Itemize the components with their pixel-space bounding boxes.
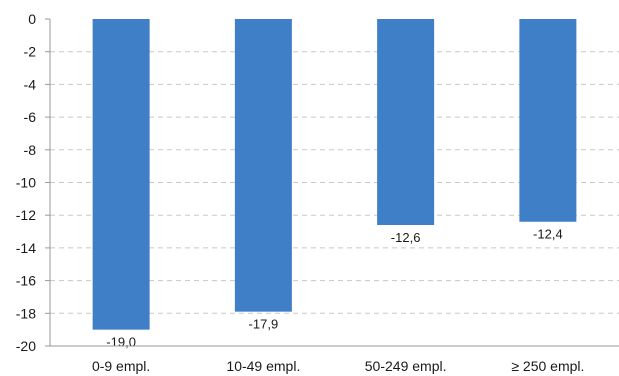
bar (377, 19, 435, 226)
bar (234, 19, 292, 312)
data-label: -17,9 (249, 317, 279, 332)
x-axis-ticks: 0-9 empl. 10-49 empl. 50-249 empl. ≥ 250 em… (92, 358, 584, 374)
y-tick-label: 0 (28, 11, 36, 27)
bar (92, 19, 150, 330)
y-tick-label: -14 (16, 240, 36, 256)
y-tick-label: -12 (16, 207, 36, 223)
y-tick-label: -18 (16, 305, 36, 321)
bars (92, 19, 577, 330)
x-tick-label: 50-249 empl. (365, 358, 447, 374)
y-tick-label: -10 (16, 175, 36, 191)
y-tick-label: -8 (24, 142, 37, 158)
y-tick-label: -6 (24, 109, 37, 125)
data-label: -19,0 (106, 335, 136, 350)
y-tick-label: -20 (16, 338, 36, 354)
y-axis-ticks: 0 -2 -4 -6 -8 -10 -12 -14 -16 -18 -20 (16, 11, 50, 354)
y-tick-label: -2 (24, 44, 37, 60)
x-tick-label: ≥ 250 empl. (511, 358, 584, 374)
x-tick-label: 10-49 empl. (226, 358, 300, 374)
data-label: -12,6 (391, 230, 421, 245)
bar (519, 19, 577, 222)
x-tick-label: 0-9 empl. (92, 358, 150, 374)
y-tick-label: -4 (24, 76, 37, 92)
data-labels: -19,0 -17,9 -12,6 -12,4 (106, 227, 562, 350)
y-tick-label: -16 (16, 273, 36, 289)
data-label: -12,4 (533, 227, 563, 242)
